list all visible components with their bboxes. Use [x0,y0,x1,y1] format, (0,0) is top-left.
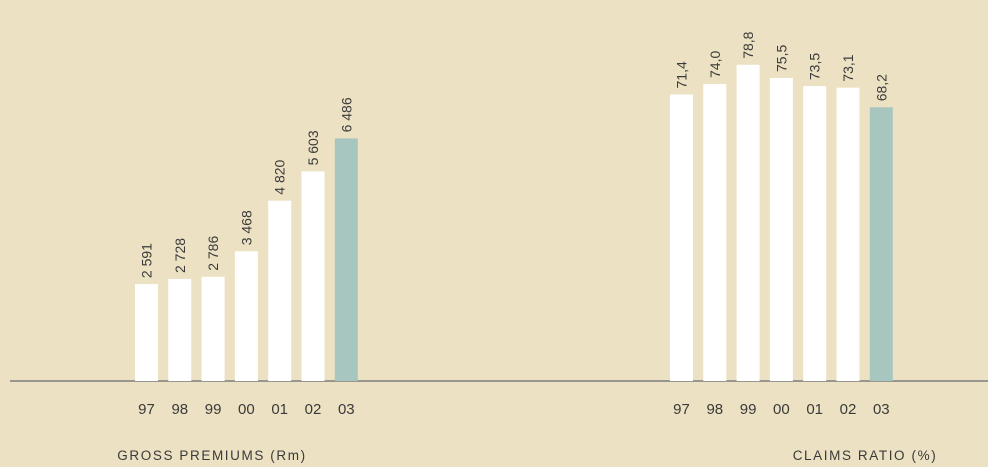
claims-tick-label-02: 02 [840,401,857,418]
premiums-value-label-97: 2 591 [139,243,155,278]
claims-bar-98 [703,84,727,381]
premiums-value-label-00: 3 468 [238,210,254,245]
claims-value-label-98: 74,0 [707,51,723,78]
claims-value-label-00: 75,5 [773,45,789,72]
claims-bar-97 [670,94,693,381]
premiums-tick-label-00: 00 [238,401,255,418]
premiums-tick-label-02: 02 [305,401,322,418]
premiums-bar-97 [135,284,158,381]
claims-tick-label-99: 99 [740,401,757,418]
claims-bar-02 [836,87,860,381]
premiums-bar-99 [201,276,225,381]
premiums-tick-label-03: 03 [338,401,355,418]
premiums-tick-label-97: 97 [138,401,155,418]
claims-tick-label-97: 97 [673,401,690,418]
claims-value-label-99: 78,8 [740,31,756,58]
claims-bar-03 [869,107,893,382]
claims-value-label-02: 73,1 [840,54,856,81]
premiums-bar-02 [301,171,325,381]
claims-bar-99 [736,64,760,382]
claims-bar-01 [803,86,827,381]
premiums-tick-label-99: 99 [205,401,222,418]
premiums-value-label-01: 4 820 [272,159,288,194]
claims-ratio-chart: 71,4 97 74,0 98 78,8 99 75,5 00 73,5 01 73,1 02 68,2… [670,31,893,418]
premiums-value-label-98: 2 728 [172,238,188,273]
claims-tick-label-03: 03 [873,401,890,418]
premiums-bar-03 [334,138,358,381]
gross-premiums-chart: 2 591 97 2 728 98 2 786 99 3 468 00 4 820 01 5 603… [135,97,358,418]
premiums-bar-98 [168,279,192,381]
premiums-bar-00 [234,251,258,381]
claims-bar-00 [769,78,793,381]
claims-value-label-97: 71,4 [674,61,690,88]
premiums-value-label-02: 5 603 [305,130,321,165]
claims-ratio-title: CLAIMS RATIO (%) [793,448,938,463]
premiums-tick-label-01: 01 [271,401,288,418]
claims-tick-label-01: 01 [806,401,823,418]
gross-premiums-title: GROSS PREMIUMS (Rm) [117,448,306,463]
claims-tick-label-98: 98 [706,401,723,418]
claims-value-label-01: 73,5 [807,53,823,80]
premiums-tick-label-98: 98 [171,401,188,418]
premiums-bar-01 [268,200,292,381]
premiums-value-label-99: 2 786 [205,236,221,271]
claims-value-label-03: 68,2 [873,74,889,101]
premiums-value-label-03: 6 486 [338,97,354,132]
claims-tick-label-00: 00 [773,401,790,418]
